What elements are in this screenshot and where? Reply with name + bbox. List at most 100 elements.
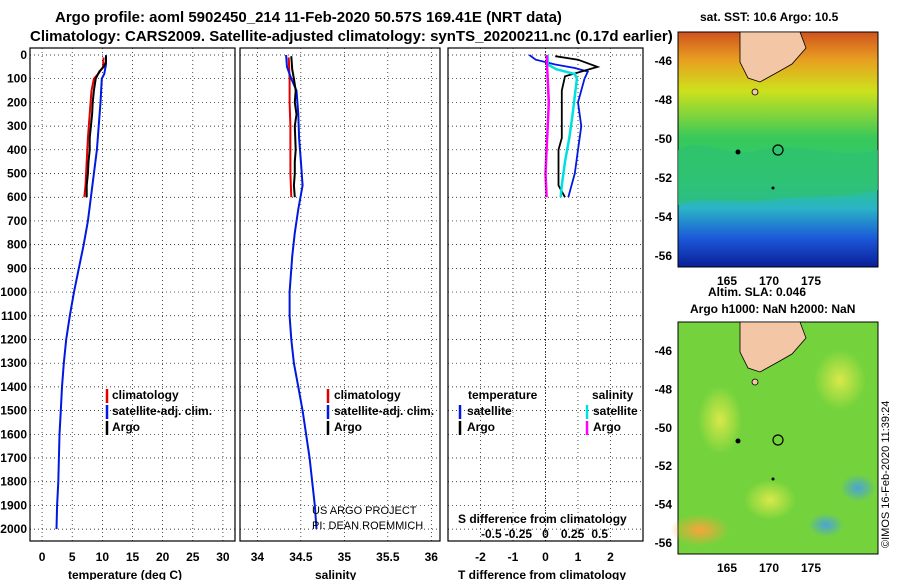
depth-tick-label: 1600 [0, 427, 27, 441]
credit-pi: PI: DEAN ROEMMICH [312, 520, 423, 532]
x-tick-label: 25 [186, 550, 200, 564]
land-campbell-island [771, 186, 775, 190]
map-lat-tick: -46 [655, 344, 673, 358]
x-tick-label: 35 [338, 550, 352, 564]
depth-tick-label: 200 [7, 95, 27, 109]
depth-tick-label: 2000 [0, 522, 27, 536]
depth-axis-ticks: 0 100 200 300 400 500 600 700 800 900 1000 1100 1200… [0, 48, 27, 536]
x-tick-label: 15 [126, 550, 140, 564]
x-tick-label: 20 [156, 550, 170, 564]
salinity-panel [239, 47, 441, 542]
series-temperature-argo [555, 55, 601, 198]
difference-t-x-ticks: -2 -1 0 1 2 [475, 550, 614, 564]
depth-tick-label: 100 [7, 72, 27, 86]
legend-label-satellite: satellite-adj. clim. [334, 404, 434, 418]
map-lat-tick: -56 [655, 249, 673, 263]
legend-head-temperature: temperature [468, 388, 538, 402]
depth-tick-label: 1900 [0, 498, 27, 512]
temperature-x-ticks: 0 5 10 15 20 25 30 [39, 550, 230, 564]
legend-head-salinity: salinity [592, 388, 634, 402]
depth-tick-label: 700 [7, 214, 27, 228]
series-salinity-argo [544, 54, 551, 198]
series-satellite-adj-clim- [285, 54, 318, 530]
land-auckland-islands [735, 149, 741, 155]
salinity-x-ticks: 34 34.5 35 35.5 36 [251, 550, 439, 564]
x-tick-label: -0.5 [481, 527, 502, 541]
land-campbell-island [771, 477, 775, 481]
map-lat-tick: -46 [655, 54, 673, 68]
legend-label-argo: Argo [334, 420, 362, 434]
depth-tick-label: 400 [7, 143, 27, 157]
x-tick-label: -0.25 [505, 527, 533, 541]
map-lat-tick: -52 [655, 171, 673, 185]
legend-label-t-argo: Argo [467, 420, 495, 434]
land-south-island [739, 321, 807, 373]
series-climatology [287, 57, 293, 198]
map-lon-tick: 175 [801, 561, 821, 575]
temperature-x-label: temperature (deg C) [68, 568, 182, 580]
legend-label-argo: Argo [112, 420, 140, 434]
salinity-legend: climatology satellite-adj. clim. Argo [326, 388, 434, 435]
sla-blob [840, 474, 876, 502]
x-tick-label: 2 [607, 550, 614, 564]
land-stewart-island [751, 88, 759, 96]
x-tick-label: 0.25 [561, 527, 585, 541]
x-tick-label: -1 [508, 550, 519, 564]
map-lat-tick: -54 [655, 210, 673, 224]
x-tick-label: 0 [39, 550, 46, 564]
x-tick-label: -2 [475, 550, 486, 564]
depth-tick-label: 300 [7, 119, 27, 133]
x-tick-label: 0 [542, 550, 549, 564]
map-lat-tick: -54 [655, 498, 673, 512]
legend-label-climatology: climatology [334, 388, 401, 402]
depth-tick-label: 600 [7, 190, 27, 204]
x-tick-label: 0.5 [591, 527, 608, 541]
depth-tick-label: 1800 [0, 475, 27, 489]
legend-label-t-satellite: satellite [467, 404, 512, 418]
sla-map-subtitle: Argo h1000: NaN h2000: NaN [690, 302, 855, 316]
sst-map [677, 31, 879, 268]
depth-tick-label: 0 [20, 48, 27, 62]
x-tick-label: 36 [425, 550, 439, 564]
temperature-series [55, 55, 107, 530]
map-lon-tick: 170 [759, 561, 779, 575]
figure-title-line1: Argo profile: aoml 5902450_214 11-Feb-20… [55, 9, 562, 26]
map-lat-tick: -50 [655, 421, 673, 435]
depth-tick-label: 1700 [0, 451, 27, 465]
difference-series [528, 48, 601, 541]
x-tick-label: 34.5 [289, 550, 313, 564]
sla-map [670, 321, 879, 555]
series-satellite-adj-clim- [55, 55, 107, 530]
float-position-marker [772, 434, 784, 446]
difference-x-label-2: S difference from climatology [458, 512, 627, 526]
map-lon-tick: 165 [717, 274, 737, 288]
sla-blob [670, 514, 730, 546]
map-lat-tick: -48 [655, 382, 673, 396]
temperature-panel [29, 47, 236, 542]
series-salinity-satellite [546, 55, 579, 198]
map-lat-tick: -56 [655, 536, 673, 550]
depth-tick-label: 1100 [1, 309, 27, 323]
map-lat-tick: -50 [655, 132, 673, 146]
depth-tick-label: 1400 [0, 380, 27, 394]
land-auckland-islands [735, 438, 741, 444]
difference-grid [448, 48, 643, 541]
map-lon-tick: 170 [759, 274, 779, 288]
temperature-legend: climatology satellite-adj. clim. Argo [105, 388, 212, 435]
map-axis-ticks: -46 -48 -50 -52 -54 -56 165 170 175 -46 -48 -50 -52 -… [655, 54, 822, 575]
map-lon-tick: 165 [717, 561, 737, 575]
depth-tick-label: 1500 [0, 404, 27, 418]
land-stewart-island [751, 378, 759, 386]
credit-project: US ARGO PROJECT [312, 505, 417, 517]
depth-tick-label: 1300 [0, 356, 27, 370]
sla-blob [808, 513, 844, 537]
depth-tick-label: 1000 [0, 285, 27, 299]
series-argo [290, 56, 298, 198]
sla-blob [744, 480, 796, 520]
sla-map-title: Altim. SLA: 0.046 [708, 285, 806, 299]
salinity-series [285, 54, 318, 530]
float-position-marker [772, 144, 784, 156]
sst-map-title: sat. SST: 10.6 Argo: 10.5 [700, 10, 839, 24]
difference-legend: temperature salinity satellite Argo sate… [458, 388, 638, 435]
